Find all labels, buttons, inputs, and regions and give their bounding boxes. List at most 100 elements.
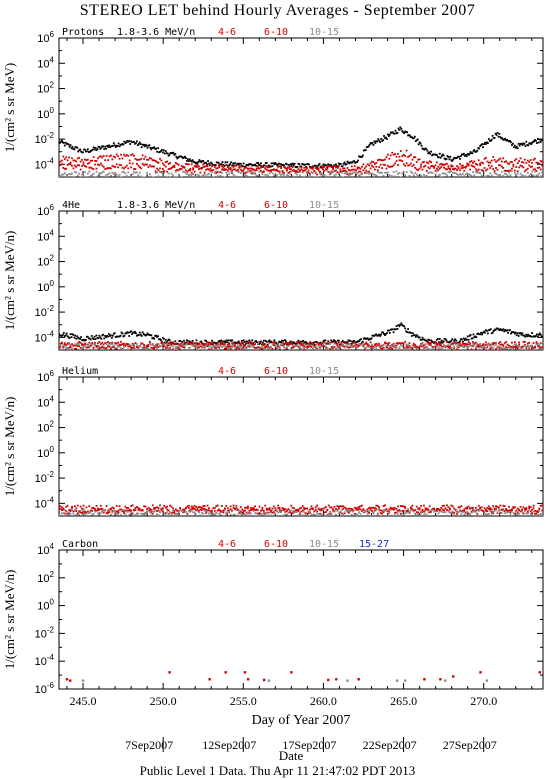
data-point	[69, 163, 72, 166]
data-point	[333, 505, 336, 508]
data-point	[112, 142, 115, 145]
data-point	[120, 347, 122, 350]
data-point	[466, 506, 469, 509]
data-point	[154, 334, 157, 337]
data-point	[187, 174, 190, 176]
data-point	[117, 335, 120, 338]
data-point	[71, 347, 73, 350]
data-point	[186, 340, 189, 343]
data-point	[264, 173, 267, 176]
data-point	[65, 332, 68, 335]
data-point	[324, 511, 327, 514]
data-point	[522, 175, 525, 177]
data-point	[397, 152, 399, 155]
data-point	[245, 175, 248, 177]
data-point	[387, 329, 390, 332]
data-point	[239, 512, 242, 515]
data-point	[518, 509, 521, 512]
data-point	[151, 344, 154, 347]
data-point	[228, 164, 231, 167]
data-point	[428, 509, 431, 512]
data-point	[95, 167, 98, 170]
data-point	[531, 141, 534, 144]
data-point	[278, 162, 281, 165]
data-point	[174, 170, 177, 173]
data-point	[365, 342, 368, 345]
date-axis-label: Date	[279, 748, 304, 763]
data-point	[73, 343, 76, 346]
data-point	[92, 146, 95, 149]
data-point	[310, 167, 313, 170]
data-point	[503, 172, 506, 175]
data-point	[140, 512, 143, 515]
data-point	[114, 146, 117, 148]
data-point	[290, 671, 293, 674]
data-point	[459, 169, 461, 172]
data-point	[285, 347, 288, 350]
data-point	[469, 344, 471, 347]
data-point	[192, 506, 195, 509]
data-point	[157, 514, 160, 516]
data-point	[343, 161, 346, 164]
data-point	[495, 509, 497, 511]
data-point	[288, 168, 291, 171]
data-point	[306, 342, 308, 345]
data-point	[411, 509, 414, 512]
data-point	[512, 146, 515, 149]
data-point	[479, 164, 482, 167]
data-point	[463, 510, 466, 513]
data-point	[236, 162, 239, 165]
data-point	[359, 512, 362, 515]
data-point	[476, 149, 479, 152]
data-point	[164, 338, 167, 341]
data-point	[133, 344, 135, 347]
data-point	[444, 338, 447, 341]
data-point	[148, 342, 151, 345]
data-point	[189, 343, 192, 345]
data-point	[264, 511, 267, 514]
data-point	[375, 504, 378, 507]
data-point	[157, 175, 160, 177]
data-point	[115, 343, 118, 346]
data-point	[88, 505, 91, 508]
data-point	[236, 345, 239, 348]
data-point	[288, 348, 291, 350]
data-point	[436, 155, 439, 158]
data-point	[75, 513, 78, 516]
data-point	[178, 340, 181, 343]
data-point	[117, 166, 120, 169]
data-point	[363, 167, 366, 170]
data-point	[336, 346, 339, 349]
data-point	[362, 508, 365, 511]
data-point	[539, 168, 542, 171]
data-point	[75, 347, 78, 350]
data-point	[156, 344, 158, 347]
data-point	[164, 347, 167, 350]
data-point	[487, 513, 490, 515]
data-point	[72, 334, 75, 336]
data-point	[511, 347, 513, 350]
data-point	[398, 325, 401, 328]
data-point	[196, 162, 199, 165]
data-point	[327, 163, 330, 166]
data-point	[511, 515, 513, 516]
data-point	[448, 341, 451, 344]
data-point	[528, 507, 531, 509]
data-point	[172, 174, 174, 177]
data-point	[349, 509, 352, 512]
data-point	[513, 341, 516, 343]
data-point	[486, 346, 489, 349]
data-point	[138, 166, 141, 169]
data-point	[213, 346, 216, 349]
data-point	[163, 341, 166, 344]
data-point	[496, 506, 499, 508]
y-tick-label: 104	[37, 228, 54, 243]
data-point	[334, 340, 336, 343]
data-point	[78, 149, 81, 152]
data-point	[495, 507, 497, 510]
data-point	[434, 346, 437, 348]
data-point	[221, 509, 223, 512]
data-point	[212, 163, 215, 166]
data-point	[371, 334, 374, 337]
data-point	[140, 167, 143, 170]
